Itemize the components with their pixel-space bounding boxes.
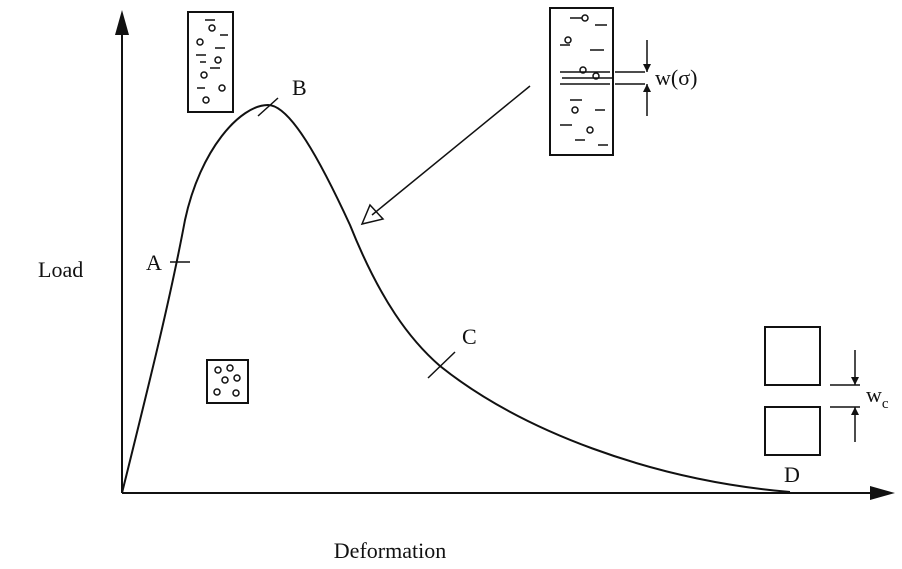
load-curve [122,105,790,493]
specimen-separated [765,327,860,455]
arrow [362,86,530,224]
point-label: A [146,250,162,275]
crack-width-label: w(σ) [655,65,697,90]
point-label: D [784,462,800,487]
y-arrow [115,10,129,35]
point-label: C [462,324,477,349]
x-arrow [870,486,895,500]
critical-width-label: wc [866,382,889,412]
specimen-peak [188,12,233,112]
x-label: Deformation [334,538,446,563]
diagram: Load Deformation A B C D w(σ) wc [0,0,902,569]
critical-width-base: w [866,382,882,407]
specimen-softening [550,8,613,155]
crack-width-marker [615,40,651,116]
y-label: Load [38,257,83,282]
point-label: B [292,75,307,100]
critical-width-sub: c [882,396,889,412]
specimen-prepeak [207,360,248,403]
